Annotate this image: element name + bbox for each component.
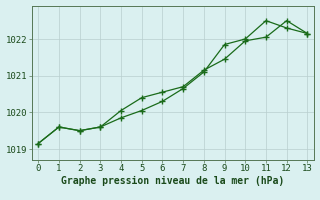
X-axis label: Graphe pression niveau de la mer (hPa): Graphe pression niveau de la mer (hPa) xyxy=(61,176,284,186)
